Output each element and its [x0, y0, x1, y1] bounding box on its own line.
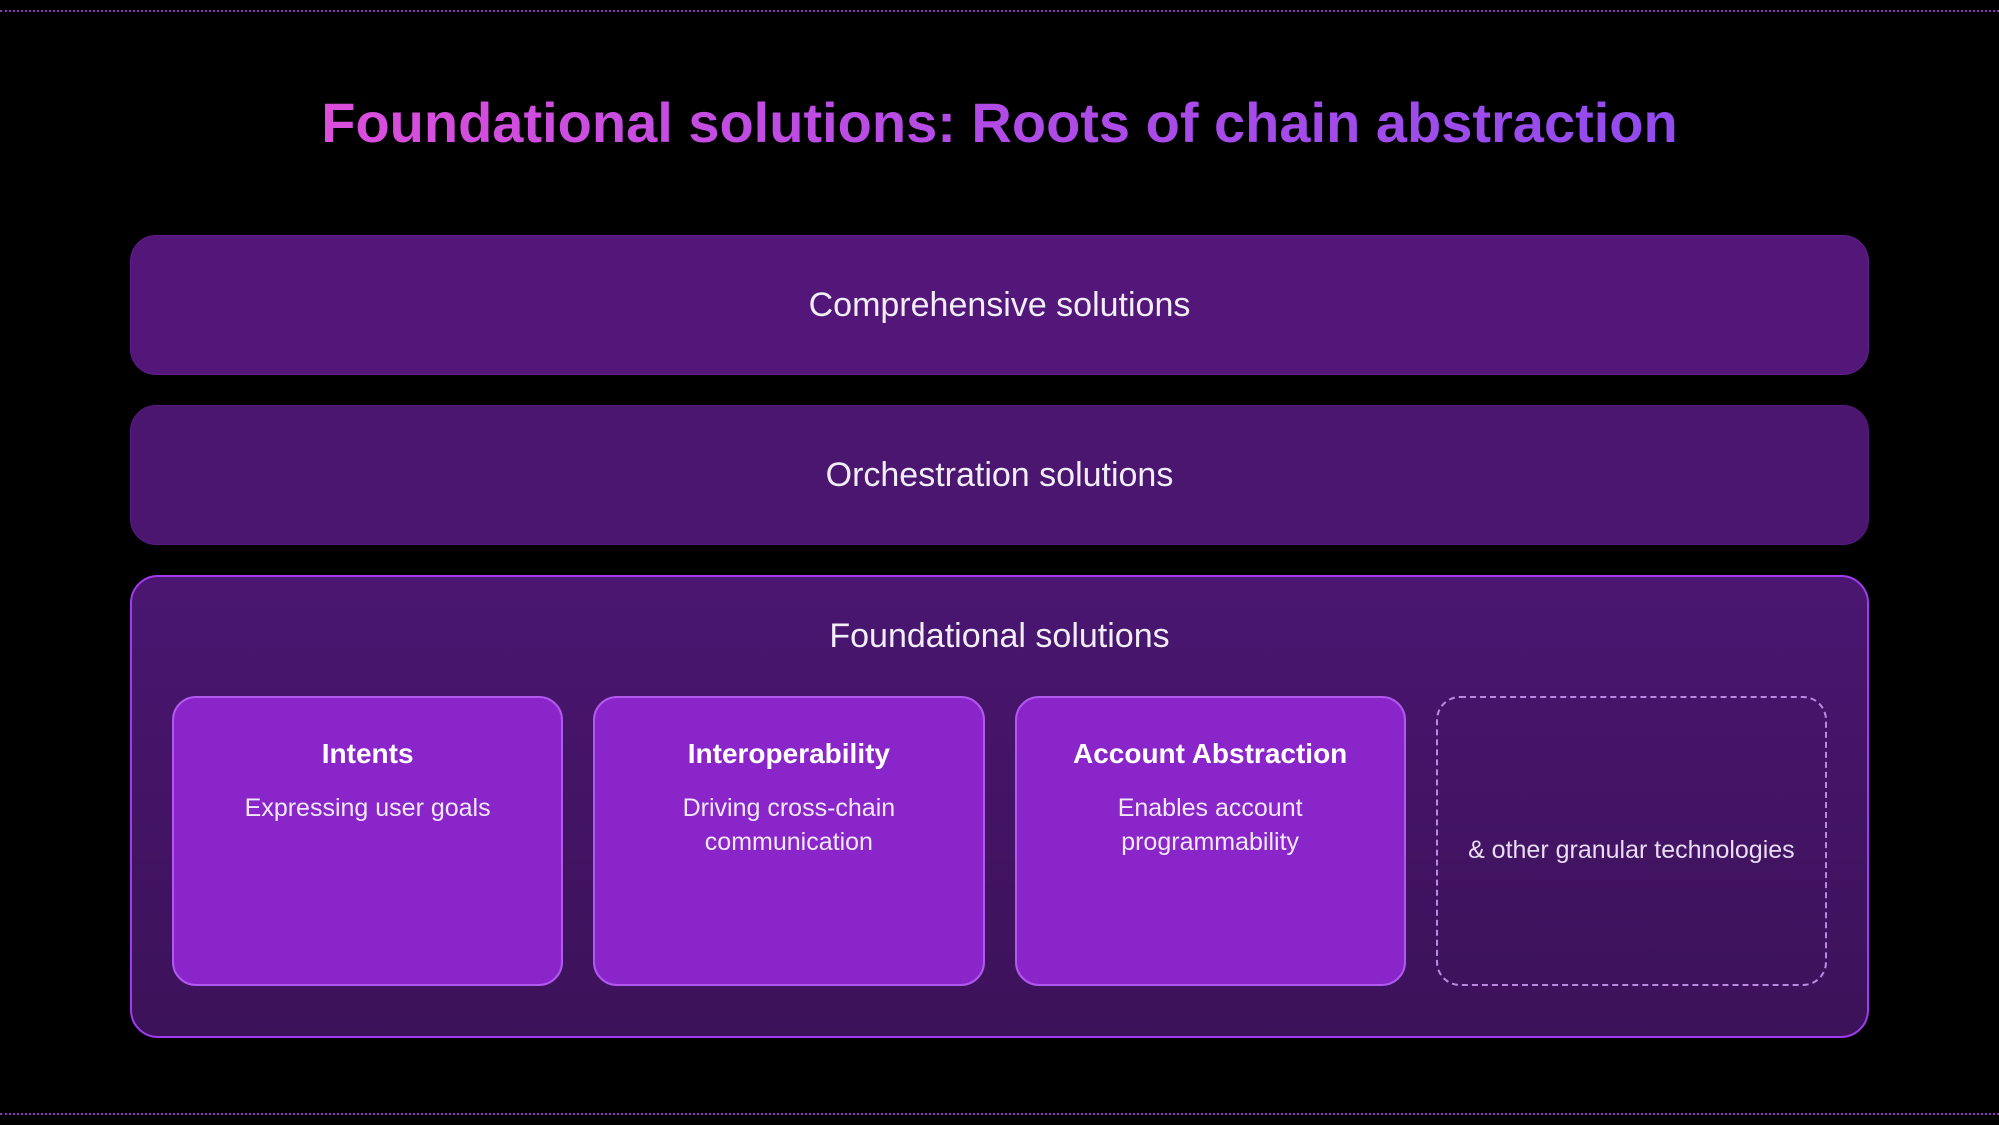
decorative-dotted-border-bottom	[0, 1113, 1999, 1115]
layer-comprehensive: Comprehensive solutions	[130, 235, 1869, 375]
card-other-technologies-desc: & other granular technologies	[1468, 834, 1795, 868]
card-intents-desc: Expressing user goals	[198, 792, 537, 826]
card-interoperability-title: Interoperability	[619, 738, 958, 770]
layer-foundational: Foundational solutions Intents Expressin…	[130, 575, 1869, 1038]
content-area: Foundational solutions: Roots of chain a…	[130, 90, 1869, 1038]
foundational-cards-row: Intents Expressing user goals Interopera…	[172, 696, 1827, 986]
card-other-technologies: & other granular technologies	[1436, 696, 1827, 986]
layer-foundational-label: Foundational solutions	[172, 617, 1827, 656]
page-title: Foundational solutions: Roots of chain a…	[130, 90, 1869, 155]
card-account-abstraction-title: Account Abstraction	[1041, 738, 1380, 770]
card-account-abstraction: Account Abstraction Enables account prog…	[1015, 696, 1406, 986]
card-intents-title: Intents	[198, 738, 537, 770]
layer-comprehensive-label: Comprehensive solutions	[809, 286, 1191, 325]
card-account-abstraction-desc: Enables account programmability	[1041, 792, 1380, 860]
card-interoperability-desc: Driving cross-chain communication	[619, 792, 958, 860]
decorative-dotted-border-top	[0, 10, 1999, 12]
layer-orchestration-label: Orchestration solutions	[826, 456, 1174, 495]
diagram-stage: Foundational solutions: Roots of chain a…	[0, 0, 1999, 1125]
card-intents: Intents Expressing user goals	[172, 696, 563, 986]
card-interoperability: Interoperability Driving cross-chain com…	[593, 696, 984, 986]
layer-orchestration: Orchestration solutions	[130, 405, 1869, 545]
